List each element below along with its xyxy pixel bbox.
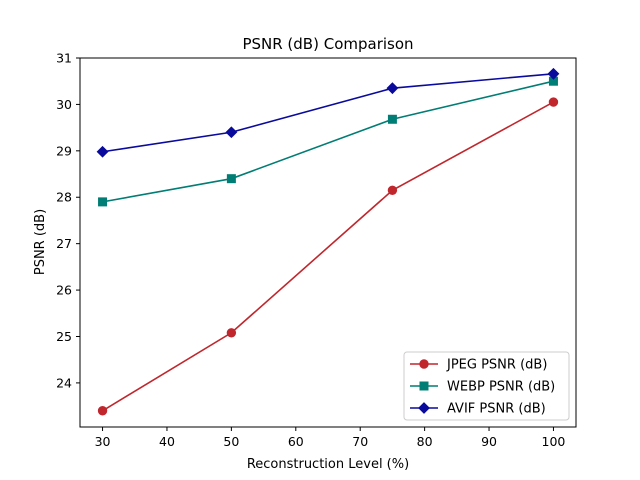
data-point-webp [226, 174, 236, 184]
x-tick-label: 80 [417, 434, 433, 449]
x-axis-label: Reconstruction Level (%) [247, 457, 409, 472]
legend-label-webp: WEBP PSNR (dB) [447, 380, 555, 395]
y-tick-label: 28 [56, 190, 72, 205]
x-tick-label: 40 [159, 434, 175, 449]
series-line-webp [102, 80, 554, 203]
data-point-jpeg [387, 185, 398, 195]
series-webp [98, 76, 558, 207]
x-tick-label: 70 [352, 434, 368, 449]
data-point-avif [386, 82, 399, 95]
data-point-webp [98, 197, 108, 207]
legend: JPEG PSNR (dB) WEBP PSNR (dB) AVIF PSNR (d… [403, 351, 570, 421]
y-tick-label: 27 [56, 236, 72, 251]
series-avif [96, 67, 560, 158]
y-tick-label: 26 [56, 283, 72, 298]
data-point-avif [96, 145, 109, 158]
y-tick-label: 29 [56, 143, 72, 158]
legend-item-jpeg: JPEG PSNR (dB) [410, 358, 547, 373]
x-tick-label: 90 [481, 434, 497, 449]
legend-item-avif: AVIF PSNR (dB) [410, 402, 546, 417]
plot-area [96, 67, 560, 416]
y-axis-label: PSNR (dB) [33, 209, 48, 275]
data-point-webp [387, 114, 397, 124]
data-point-avif [547, 67, 560, 80]
plot-frame [79, 57, 577, 428]
data-point-jpeg [548, 97, 559, 107]
legend-box [403, 351, 570, 421]
legend-marker-avif [418, 402, 430, 414]
x-tick-label: 60 [288, 434, 304, 449]
x-axis: 30 40 50 60 70 80 90 100 [95, 427, 566, 449]
y-tick-label: 24 [56, 375, 72, 390]
y-tick-label: 31 [56, 51, 72, 66]
series-line-jpeg [102, 101, 554, 412]
y-tick-label: 25 [56, 329, 72, 344]
series-jpeg [97, 97, 559, 416]
x-tick-label: 30 [95, 434, 111, 449]
y-axis: 24 25 26 27 28 29 30 31 [56, 51, 80, 390]
x-tick-label: 50 [223, 434, 239, 449]
legend-label-avif: AVIF PSNR (dB) [447, 402, 546, 417]
data-point-jpeg [97, 406, 108, 416]
legend-label-jpeg: JPEG PSNR (dB) [446, 358, 547, 373]
x-tick-label: 100 [542, 434, 566, 449]
y-tick-label: 30 [56, 97, 72, 112]
data-point-jpeg [226, 328, 237, 338]
legend-marker-jpeg [419, 359, 429, 369]
chart-title: PSNR (dB) Comparison [242, 35, 413, 53]
series-line-avif [102, 72, 554, 153]
legend-item-webp: WEBP PSNR (dB) [410, 380, 555, 395]
legend-marker-webp [419, 381, 429, 391]
data-point-avif [225, 126, 238, 139]
